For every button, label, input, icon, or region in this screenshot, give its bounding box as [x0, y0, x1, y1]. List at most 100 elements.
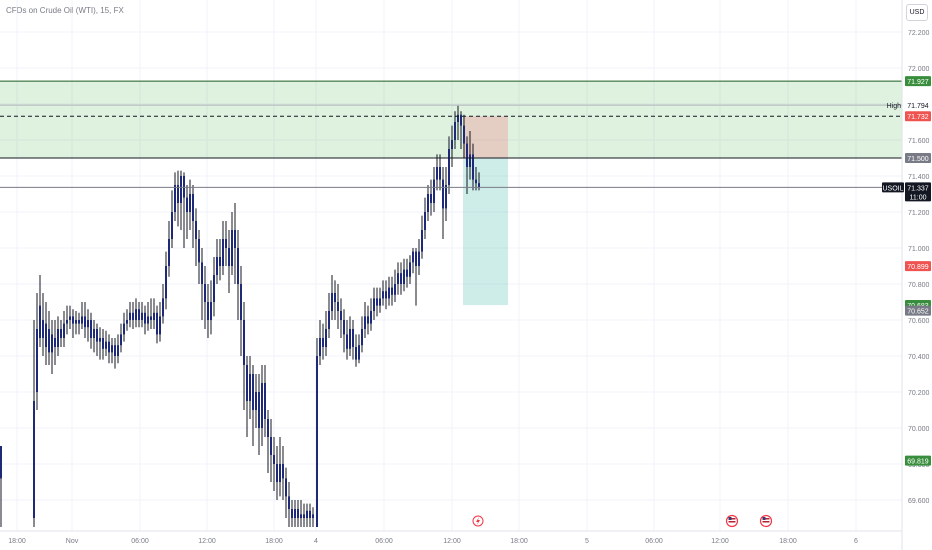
candle-body: [111, 345, 113, 353]
grid: [0, 0, 902, 531]
candle-body: [436, 167, 438, 180]
price-label-bg: [905, 111, 931, 122]
candle-body: [334, 293, 336, 302]
candle-body: [340, 311, 342, 320]
time-tick-label: 6: [854, 538, 858, 545]
candle-body: [246, 365, 248, 401]
price-label: 71.337: [907, 185, 929, 192]
time-tick-label: 06:00: [131, 538, 149, 545]
price-label-time: 11:00: [910, 194, 927, 201]
candle-body: [358, 345, 360, 360]
candle-body: [126, 320, 128, 324]
price-tag: High: [887, 103, 902, 110]
candle-body: [394, 284, 396, 295]
candle-body: [69, 316, 71, 320]
candle-body: [252, 374, 254, 410]
candle-body: [141, 312, 143, 320]
time-tick-label: Nov: [66, 538, 79, 545]
candle-body: [448, 149, 450, 185]
price-tick-label: 71.000: [908, 246, 930, 253]
candle-body: [36, 329, 38, 392]
candle-body: [33, 401, 35, 518]
candle-body: [445, 185, 447, 209]
candle-body: [177, 185, 179, 203]
candle-body: [234, 230, 236, 248]
candle-body: [207, 302, 209, 320]
candle-body: [288, 496, 290, 509]
price-label: 71.500: [907, 156, 929, 163]
candle-body: [300, 514, 302, 518]
candle-body: [303, 514, 305, 518]
candle-body: [367, 316, 369, 324]
currency-button[interactable]: USD: [906, 4, 928, 21]
candle-body: [415, 251, 417, 266]
candle-body: [325, 329, 327, 347]
candle-body: [108, 341, 110, 353]
candle-body: [204, 284, 206, 302]
candle-body: [478, 183, 480, 188]
price-label: 71.732: [907, 114, 929, 121]
candle-body: [102, 338, 104, 349]
candle-body: [475, 179, 477, 184]
candle-body: [75, 320, 77, 324]
price-label: 70.652: [907, 309, 929, 316]
candle-body: [291, 509, 293, 518]
candle-body: [144, 312, 146, 324]
candle-body: [78, 320, 80, 324]
candle-body: [159, 316, 161, 335]
candle-body: [316, 356, 318, 527]
candles: [0, 105, 480, 527]
candle-body: [439, 167, 441, 180]
candle-body: [355, 347, 357, 360]
candle-body: [162, 298, 164, 317]
candle-body: [328, 311, 330, 329]
candle-body: [147, 316, 149, 324]
candle-body: [231, 230, 233, 266]
candle-body: [352, 329, 354, 347]
candle-body: [451, 140, 453, 149]
candle-body: [99, 338, 101, 342]
candle-body: [273, 455, 275, 464]
candle-body: [195, 221, 197, 239]
time-tick-label: 12:00: [198, 538, 216, 545]
price-label-bg: [905, 182, 931, 202]
candle-body: [138, 309, 140, 320]
chart-title: CFDs on Crude Oil (WTI), 15, FX: [6, 6, 124, 15]
flag-event-icon: [728, 518, 736, 520]
candle-body: [189, 194, 191, 212]
candle-body: [424, 212, 426, 230]
candle-body: [454, 122, 456, 140]
candle-body: [132, 312, 134, 320]
price-label: 71.794: [907, 103, 929, 110]
candle-body: [376, 298, 378, 306]
candle-body: [243, 320, 245, 365]
candle-body: [337, 302, 339, 311]
candle-body: [171, 212, 173, 239]
candle-body: [153, 312, 155, 320]
candle-body: [180, 176, 182, 203]
position-target-zone: [463, 158, 508, 306]
candle-body: [45, 323, 47, 347]
candle-body: [48, 329, 50, 353]
time-tick-label: 4: [314, 538, 318, 545]
candle-body: [319, 338, 321, 356]
candle-body: [123, 323, 125, 335]
candle-body: [39, 305, 41, 338]
candle-body: [397, 273, 399, 284]
candle-body: [442, 179, 444, 209]
candle-body: [373, 298, 375, 311]
candle-body: [210, 302, 212, 320]
candle-body: [228, 248, 230, 266]
candle-body: [81, 316, 83, 324]
price-tick-label: 72.000: [908, 66, 930, 73]
candle-body: [114, 345, 116, 356]
candle-body: [472, 154, 474, 180]
price-label-bg: [905, 100, 931, 111]
candle-body: [255, 392, 257, 410]
candle-body: [87, 320, 89, 328]
price-tick-label: 71.600: [908, 138, 930, 145]
candle-body: [0, 446, 2, 479]
candle-body: [282, 464, 284, 479]
price-tick-label: 70.800: [908, 282, 930, 289]
